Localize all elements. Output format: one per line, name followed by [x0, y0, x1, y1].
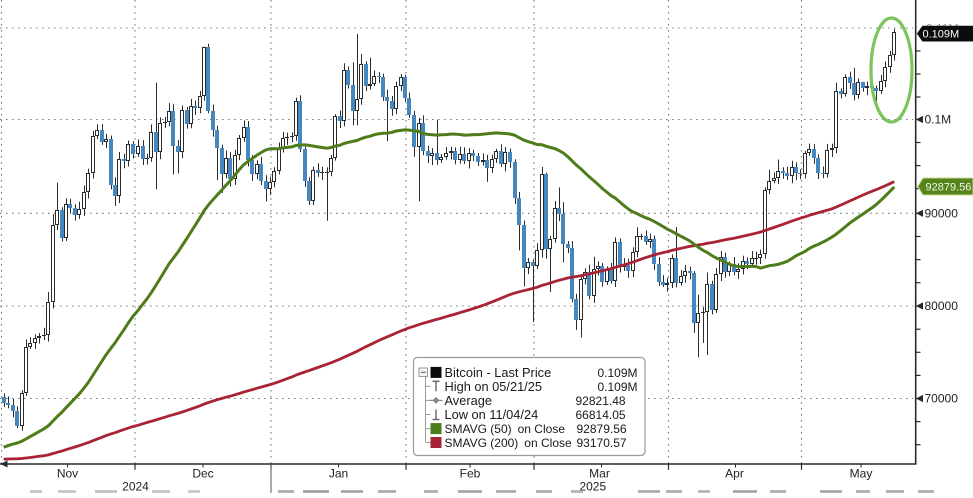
svg-text:Jan: Jan — [329, 467, 348, 481]
svg-text:92821.48: 92821.48 — [576, 394, 626, 408]
svg-text:Dec: Dec — [192, 467, 213, 481]
svg-text:Mar: Mar — [589, 467, 610, 481]
svg-text:High on 05/21/25: High on 05/21/25 — [445, 379, 542, 394]
svg-text:SMAVG (50) on Close: SMAVG (50) on Close — [445, 422, 566, 436]
svg-text:0.109M: 0.109M — [598, 366, 638, 380]
svg-text:70000: 70000 — [925, 392, 959, 406]
svg-text:2025: 2025 — [579, 480, 606, 494]
svg-text:80000: 80000 — [925, 299, 959, 313]
svg-text:0.1M: 0.1M — [925, 113, 952, 127]
svg-text:0.109M: 0.109M — [923, 29, 960, 41]
svg-text:93170.57: 93170.57 — [577, 436, 627, 450]
svg-text:Nov: Nov — [57, 467, 78, 481]
svg-text:0.109M: 0.109M — [598, 380, 638, 394]
svg-text:Low on 11/04/24: Low on 11/04/24 — [445, 407, 539, 422]
svg-text:SMAVG (200) on Close: SMAVG (200) on Close — [445, 436, 572, 450]
svg-text:May: May — [850, 467, 873, 481]
svg-text:Apr: Apr — [725, 467, 744, 481]
svg-text:Bitcoin - Last Price: Bitcoin - Last Price — [445, 365, 552, 380]
svg-text:66814.05: 66814.05 — [576, 408, 626, 422]
svg-text:Average: Average — [445, 393, 492, 408]
svg-text:92879.56: 92879.56 — [926, 182, 972, 194]
svg-text:92879.56: 92879.56 — [577, 422, 627, 436]
svg-text:90000: 90000 — [925, 207, 959, 221]
svg-text:2024: 2024 — [122, 480, 149, 494]
svg-text:Feb: Feb — [460, 467, 481, 481]
